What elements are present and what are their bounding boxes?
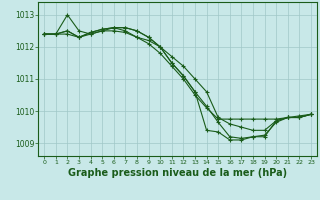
X-axis label: Graphe pression niveau de la mer (hPa): Graphe pression niveau de la mer (hPa) — [68, 168, 287, 178]
